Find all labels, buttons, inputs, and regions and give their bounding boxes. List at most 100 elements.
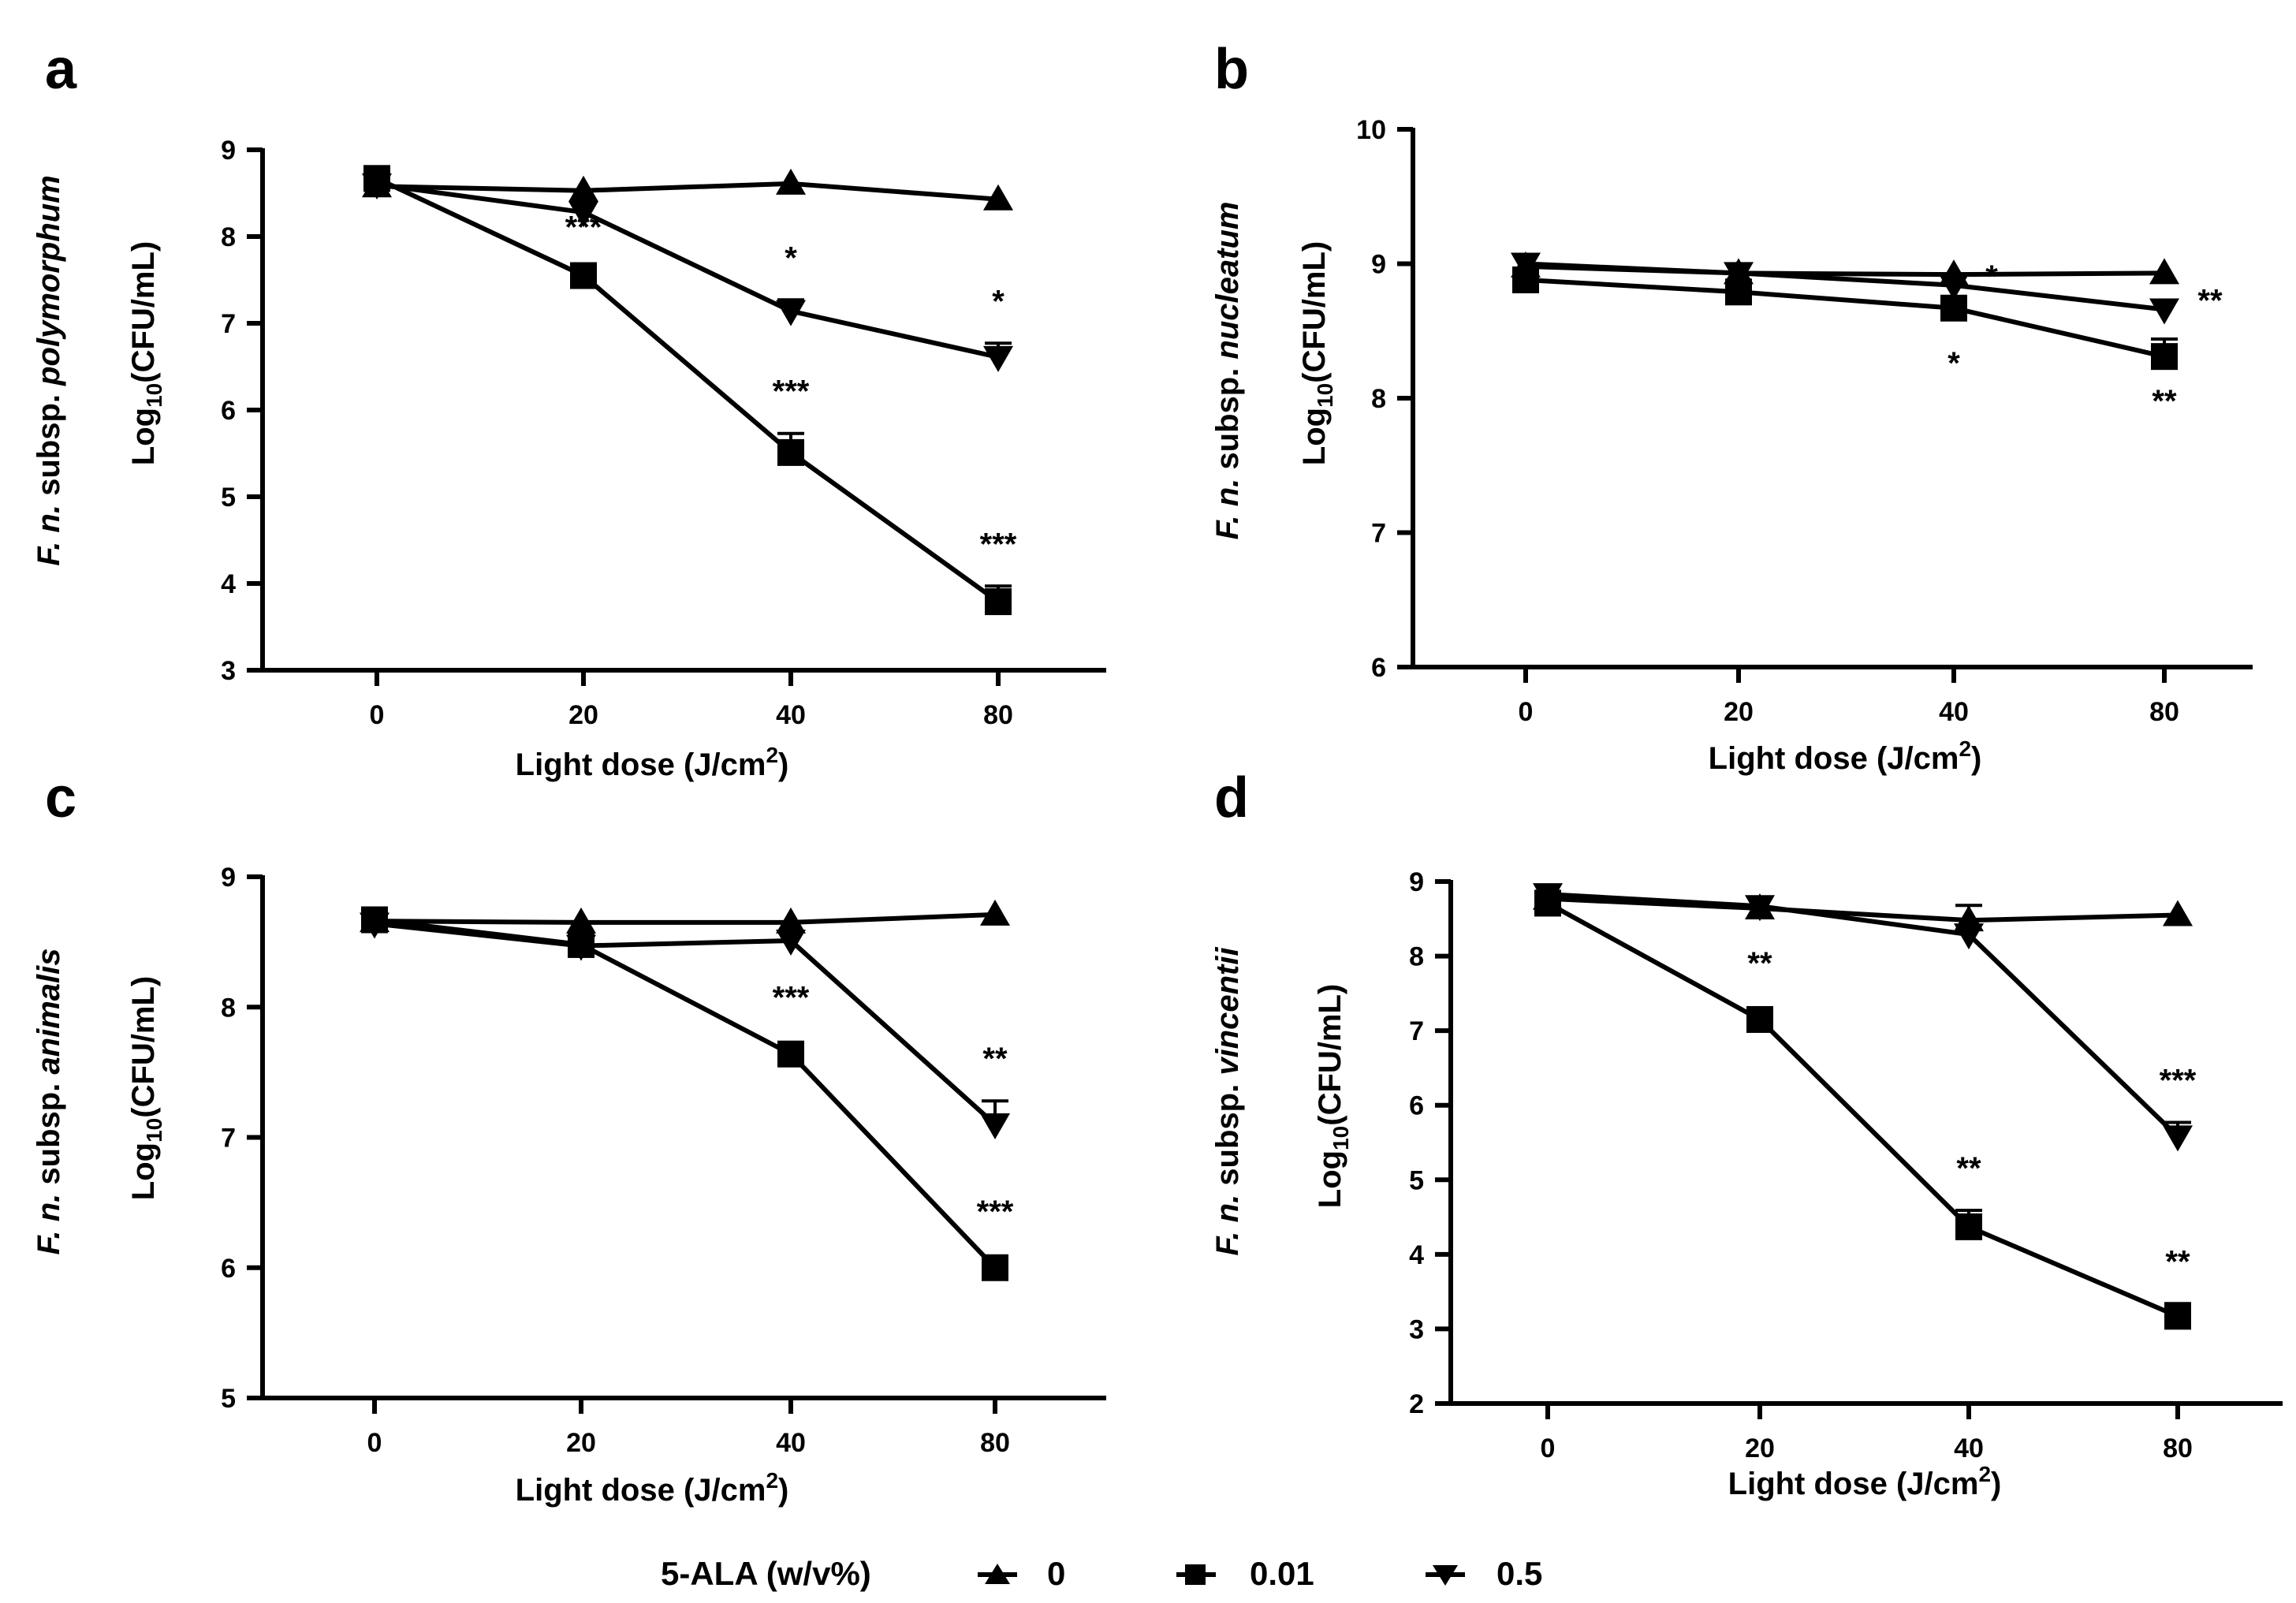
legend-label-0: 0 — [1047, 1555, 1065, 1592]
y-tick-label: 3 — [1409, 1314, 1424, 1344]
marker-triangle-down — [1954, 923, 1984, 950]
y-tick-label: 9 — [1371, 250, 1386, 280]
series-line-0.5 — [374, 921, 997, 1127]
y-title-sub-d: 10 — [1329, 1126, 1353, 1150]
y-title-prefix-c: Log — [126, 1143, 161, 1200]
organism-prefix-b: F. n. — [1210, 479, 1245, 540]
x-title-sup-c: 2 — [766, 1468, 778, 1493]
triangle-up-icon — [985, 1564, 1010, 1584]
marker-triangle-down — [776, 929, 806, 956]
x-title-tail-a: ) — [778, 747, 788, 782]
x-title-main-b: Light dose (J/cm — [1709, 741, 1959, 776]
marker-triangle-up — [568, 175, 598, 202]
marker-square — [982, 1254, 1008, 1281]
marker-square — [777, 1040, 804, 1068]
series-line-0 — [1547, 896, 2179, 923]
significance-label: ** — [1747, 946, 1772, 981]
organism-label-d: F. n. subsp. vincentii — [1210, 947, 1245, 1256]
legend-label-1: 0.01 — [1250, 1555, 1314, 1592]
x-tick-label: 40 — [1939, 697, 1969, 727]
x-tick-label: 80 — [2163, 1433, 2193, 1463]
y-tick-label: 6 — [221, 1254, 236, 1284]
y-title-suffix-a: (CFU/mL) — [126, 241, 161, 383]
x-title-main-d: Light dose (J/cm — [1728, 1467, 1979, 1501]
marker-triangle-down — [1745, 895, 1775, 922]
marker-triangle-down — [566, 934, 596, 961]
significance-label: * — [1985, 259, 1998, 294]
legend-title: 5-ALA (w/v%) — [661, 1555, 871, 1592]
y-axis-title-b: Log10(CFU/mL) — [1297, 241, 1337, 465]
organism-middle-b: subsp. — [1210, 360, 1245, 479]
panel-d: d F. n. subsp. vincentii Log10(CFU/mL) L… — [1210, 766, 2283, 1501]
y-tick-label: 7 — [221, 309, 236, 339]
y-axis-title-a: Log10(CFU/mL) — [126, 241, 166, 465]
organism-middle-a: subsp. — [32, 386, 66, 505]
x-tick-label: 20 — [1724, 697, 1754, 727]
organism-prefix-c: F. n. — [32, 1194, 66, 1255]
significance-label: *** — [977, 1195, 1014, 1229]
x-title-sup-a: 2 — [766, 743, 778, 767]
marker-square — [570, 262, 597, 289]
significance-label: * — [785, 240, 797, 275]
marker-triangle-up — [2149, 258, 2179, 285]
legend: 5-ALA (w/v%) 0 0.01 0.5 — [661, 1555, 1542, 1592]
x-axis-title-d: Light dose (J/cm2) — [1728, 1462, 2002, 1501]
significance-label: *** — [773, 981, 810, 1016]
x-axis-title-a: Light dose (J/cm2) — [516, 743, 789, 782]
x-tick-label: 80 — [2149, 697, 2179, 727]
y-title-prefix-b: Log — [1297, 408, 1332, 465]
series-line-0.5 — [376, 182, 999, 360]
marker-triangle-up — [776, 168, 806, 195]
marker-square — [985, 588, 1012, 616]
series-line-0.01 — [1546, 900, 2179, 1319]
x-axis-title-b: Light dose (J/cm2) — [1709, 736, 1982, 776]
y-tick-label: 9 — [221, 136, 236, 166]
y-title-prefix-a: Log — [126, 408, 161, 465]
panel-letter-b: b — [1214, 38, 1249, 101]
organism-label-c: F. n. subsp. animalis — [32, 949, 66, 1255]
x-tick-label: 0 — [370, 700, 385, 730]
y-tick-label: 9 — [221, 863, 236, 893]
significance-label: ** — [982, 1042, 1008, 1076]
organism-subspecies-a: polymorphum — [32, 175, 66, 386]
y-tick-label: 5 — [1409, 1165, 1424, 1195]
marker-triangle-up — [980, 899, 1010, 926]
x-tick-label: 20 — [566, 1428, 596, 1458]
significance-label: ** — [1956, 1151, 1981, 1186]
y-title-sub-a: 10 — [142, 383, 166, 408]
marker-triangle-down — [1511, 252, 1541, 279]
x-tick-label: 0 — [367, 1428, 382, 1458]
significance-label: ** — [2197, 283, 2223, 318]
organism-subspecies-c: animalis — [32, 949, 66, 1075]
organism-label-b: F. n. subsp. nucleatum — [1210, 202, 1245, 540]
series-line-0.5 — [1525, 261, 2165, 312]
y-title-sub-c: 10 — [142, 1118, 166, 1143]
x-tick-label: 0 — [1541, 1433, 1556, 1463]
y-title-suffix-c: (CFU/mL) — [126, 976, 161, 1118]
y-tick-label: 4 — [1409, 1240, 1424, 1270]
significance-label: ** — [2165, 1244, 2190, 1279]
y-tick-label: 8 — [1409, 942, 1424, 972]
marker-square — [1746, 1005, 1773, 1033]
panel-letter-c: c — [45, 766, 76, 829]
x-axis-title-c: Light dose (J/cm2) — [516, 1468, 789, 1508]
panel-letter-a: a — [45, 38, 77, 101]
y-tick-label: 6 — [221, 396, 236, 426]
marker-triangle-down — [1724, 262, 1754, 289]
marker-triangle-up — [566, 907, 596, 934]
x-title-tail-d: ) — [1991, 1467, 2001, 1501]
panel-a: a F. n. subsp. polymorphum Log10(CFU/mL)… — [32, 38, 1106, 782]
panel-letter-d: d — [1214, 766, 1249, 829]
organism-label-a: F. n. subsp. polymorphum — [32, 175, 66, 566]
y-tick-label: 8 — [221, 222, 236, 252]
marker-triangle-down — [776, 300, 806, 326]
x-title-sup-b: 2 — [1959, 736, 1971, 761]
y-tick-label: 10 — [1356, 115, 1386, 145]
legend-entry-0: 0 — [978, 1555, 1065, 1592]
marker-square — [2151, 343, 2178, 371]
marker-triangle-up — [2163, 900, 2193, 926]
y-title-suffix-d: (CFU/mL) — [1313, 984, 1347, 1126]
